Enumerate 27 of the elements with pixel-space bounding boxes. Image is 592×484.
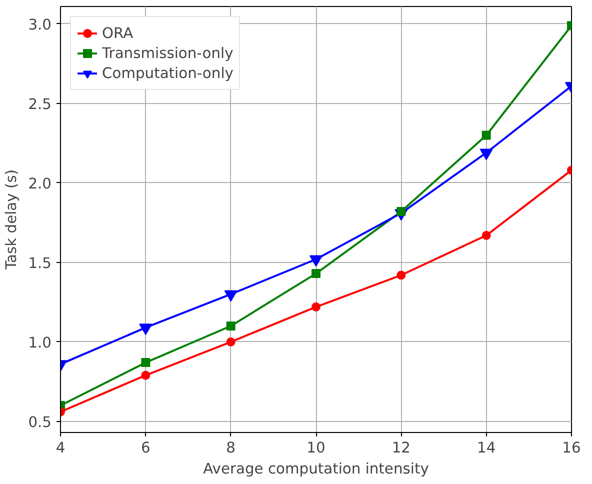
legend-label: Computation-only — [102, 64, 234, 82]
x-tick-label: 10 — [306, 440, 326, 456]
x-tick-label: 14 — [477, 440, 496, 456]
y-tick-label: 1.0 — [28, 334, 52, 352]
legend-label: ORA — [102, 24, 134, 42]
y-axis-title: Task delay (s) — [3, 169, 20, 271]
x-tick-label: 4 — [56, 440, 66, 456]
x-tick-label: 12 — [392, 440, 410, 456]
point — [482, 130, 491, 140]
point — [312, 302, 320, 312]
point — [226, 337, 236, 346]
point — [482, 230, 491, 240]
legend-label: Transmission-only — [102, 44, 234, 62]
point — [141, 358, 150, 368]
x-axis-title: Average computation intensity — [203, 460, 430, 478]
point — [226, 322, 236, 330]
x-tick-label: 8 — [226, 440, 236, 456]
y-tick-label: 0.5 — [28, 414, 52, 431]
y-tick-label: 1.5 — [28, 254, 52, 272]
y-tick-label: 3.0 — [28, 16, 52, 34]
point — [312, 269, 320, 278]
y-tick-label: 2.5 — [28, 96, 52, 113]
y-tick-label: 2.0 — [28, 175, 52, 192]
x-tick-label: 16 — [562, 440, 581, 456]
point — [141, 370, 150, 380]
point — [396, 270, 406, 280]
x-tick-label: 6 — [141, 440, 150, 456]
